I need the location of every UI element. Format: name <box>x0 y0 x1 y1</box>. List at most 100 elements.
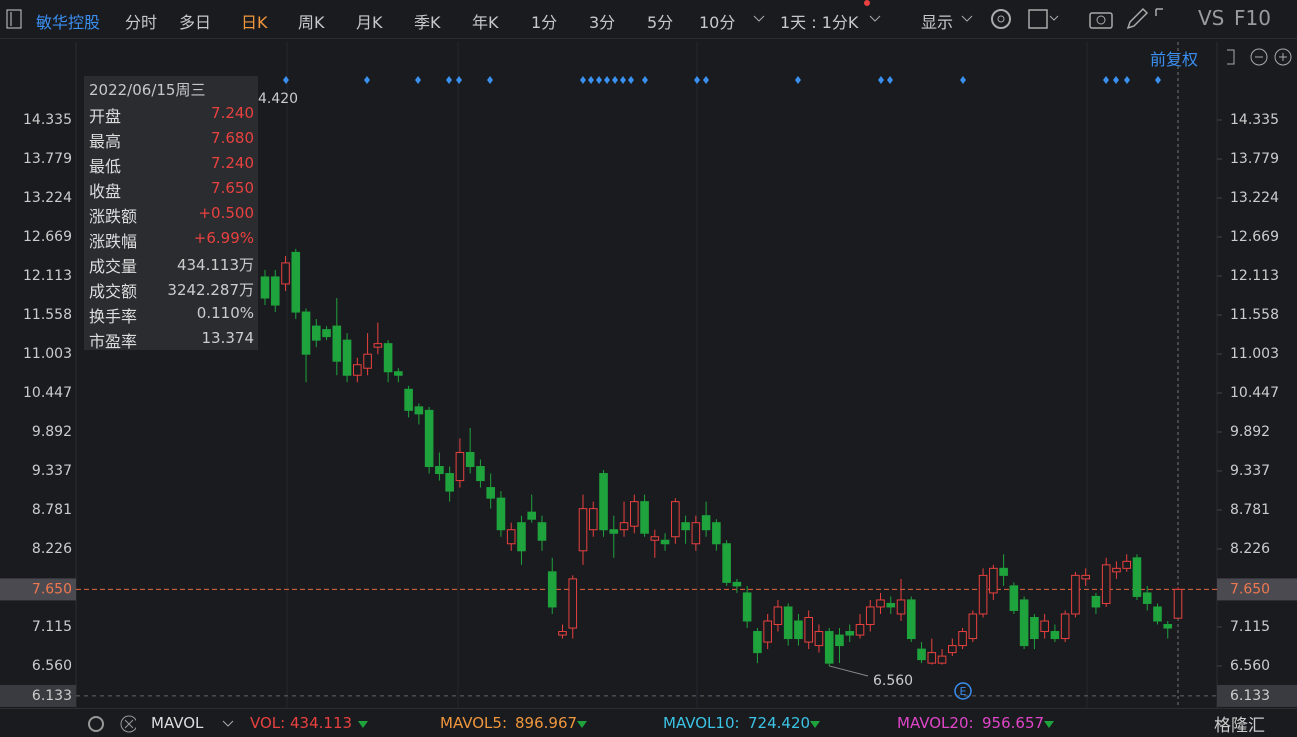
dropdown-icon[interactable] <box>752 12 766 26</box>
info-value: 434.113万 <box>176 256 254 274</box>
info-label: 最高 <box>89 132 122 151</box>
event-marker <box>620 76 626 84</box>
info-row: 换手率 0.110% <box>89 301 254 326</box>
info-label: 最低 <box>89 157 122 176</box>
candle-body <box>958 631 967 647</box>
chart: 14.335 14.335 13.779 13.779 13.224 13.224 12.6… <box>0 42 1297 708</box>
tab[interactable]: 月K <box>356 13 383 32</box>
candle-body <box>968 613 978 640</box>
candle-body <box>722 543 731 583</box>
candle-body <box>1050 631 1060 640</box>
candle-body <box>835 634 844 647</box>
trend-arrow-shape <box>810 721 820 728</box>
event-marker <box>628 76 634 84</box>
candle-body <box>404 388 413 411</box>
tab[interactable]: 分时 <box>125 13 158 32</box>
y-tick-label: 13.779 <box>1230 151 1279 167</box>
candle-body <box>937 655 947 664</box>
candle-body <box>476 466 485 482</box>
y-tick-label: 12.669 <box>23 229 72 245</box>
candle-body <box>814 631 824 647</box>
dropdown-icon[interactable] <box>221 718 235 730</box>
info-value: +6.99% <box>193 229 254 247</box>
event-marker <box>612 76 618 84</box>
y-tick-label: 7.115 <box>32 619 72 635</box>
display-button[interactable]: 显示 <box>921 13 954 32</box>
y-tick-label: 12.113 <box>1230 268 1279 284</box>
tab[interactable]: 1分 <box>531 13 558 32</box>
info-label: 涨跌额 <box>89 207 138 226</box>
panel-icon[interactable] <box>6 9 22 29</box>
event-marker <box>415 76 421 84</box>
event-marker <box>364 76 370 84</box>
f10-button[interactable]: F10 <box>1234 6 1271 30</box>
candle-body <box>424 409 434 468</box>
y-tick-label: 8.226 <box>1230 541 1270 557</box>
candle-body <box>332 325 342 362</box>
candle-body <box>445 473 454 492</box>
candle-body <box>619 522 629 531</box>
candle-body <box>753 631 762 654</box>
price-label-bg <box>0 578 76 601</box>
info-value: 13.374 <box>201 329 255 347</box>
tab[interactable]: 多日 <box>179 13 212 32</box>
indicator-label: VOL: <box>250 714 286 732</box>
candle-body <box>1112 567 1121 573</box>
indicator-bar: MAVOL 格隆汇 VOL: 434.113 MAVOL5: 896.967 MAVOL… <box>0 708 1297 737</box>
candle-body <box>291 251 301 313</box>
y-tick-label: 11.558 <box>23 307 72 323</box>
tab[interactable]: 日K <box>241 13 268 32</box>
candle-body <box>999 567 1008 576</box>
tab[interactable]: 年K <box>472 13 499 32</box>
event-marker <box>1103 76 1109 84</box>
candle-body <box>373 343 383 348</box>
candle-body <box>435 466 444 475</box>
indicator-value: 956.657 <box>982 714 1045 732</box>
dropdown-icon[interactable] <box>868 12 882 26</box>
candle-body <box>1019 599 1029 647</box>
tool-icons[interactable] <box>988 6 1168 32</box>
candle-body <box>1040 620 1049 633</box>
candle-body <box>1163 624 1173 629</box>
candle-body <box>1142 592 1152 604</box>
tab[interactable]: 5分 <box>647 13 674 32</box>
y-tick-label: 10.447 <box>23 385 72 401</box>
tab[interactable]: 周K <box>298 13 325 32</box>
candle-body <box>804 616 813 643</box>
y-tick-label: 8.781 <box>1230 502 1270 518</box>
y-tick-label: 9.892 <box>1230 424 1270 440</box>
event-marker <box>596 76 602 84</box>
indicator-icons[interactable] <box>86 714 136 734</box>
event-marker <box>642 76 648 84</box>
zoom-controls[interactable] <box>1222 46 1297 68</box>
stock-name[interactable]: 敏华控股 <box>36 13 101 32</box>
info-value: 7.240 <box>211 154 254 172</box>
candle-body <box>681 522 690 531</box>
adjust-button[interactable]: 前复权 <box>1150 50 1199 69</box>
candle-body <box>876 599 885 608</box>
event-marker <box>1113 76 1119 84</box>
y-tick-label: 12.669 <box>1230 229 1279 245</box>
candle-body <box>547 571 557 608</box>
candle-body <box>845 631 855 636</box>
tab[interactable]: 季K <box>414 13 441 32</box>
price-label-bg <box>1217 684 1297 707</box>
candle-body <box>917 648 926 661</box>
candle-body <box>1030 616 1039 640</box>
period-select[interactable]: 1天 : 1分K <box>780 13 859 32</box>
tab[interactable]: 10分 <box>699 13 736 32</box>
y-tick-label: 8.226 <box>32 541 72 557</box>
candle-body <box>496 497 506 531</box>
e-marker <box>954 682 972 700</box>
candle-body <box>660 539 670 545</box>
indicator-name[interactable]: MAVOL <box>151 714 204 732</box>
vs-button[interactable]: VS <box>1198 6 1225 30</box>
event-marker <box>446 76 452 84</box>
event-marker <box>1155 76 1161 84</box>
info-value: 7.680 <box>211 129 254 147</box>
tab[interactable]: 3分 <box>589 13 616 32</box>
event-marker <box>604 76 610 84</box>
candle-body <box>896 599 906 615</box>
dropdown-icon[interactable] <box>960 12 974 26</box>
info-row: 市盈率 13.374 <box>89 326 254 351</box>
